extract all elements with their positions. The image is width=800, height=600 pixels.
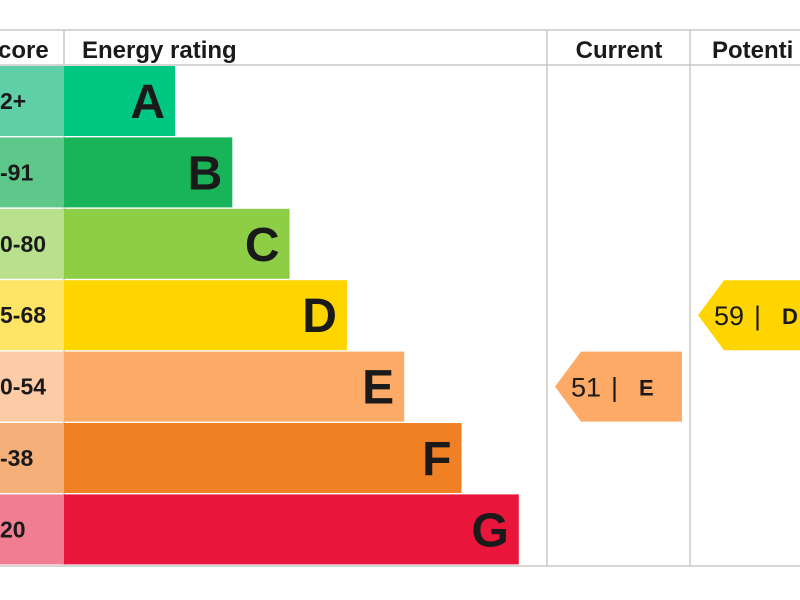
rating-letter-b: B xyxy=(188,147,223,200)
score-cell-a xyxy=(0,66,64,136)
header-current: Current xyxy=(576,37,663,64)
rating-letter-c: C xyxy=(245,219,280,272)
potential-separator: | xyxy=(754,301,761,331)
rating-bar-a xyxy=(64,66,175,136)
score-range-d: 5-68 xyxy=(0,302,46,328)
score-range-f: -38 xyxy=(0,445,33,471)
score-range-e: 0-54 xyxy=(0,374,46,400)
rating-bar-f xyxy=(64,423,462,493)
rating-markers: 51 | E 59 | D xyxy=(555,280,800,422)
header-potential: Potenti xyxy=(712,37,793,64)
current-arrow xyxy=(555,351,682,422)
potential-rating: D xyxy=(782,304,798,329)
score-cell-d xyxy=(0,280,64,351)
rating-bar-g xyxy=(64,494,519,565)
current-rating: E xyxy=(639,376,654,401)
rating-bar-c xyxy=(64,208,290,279)
score-cell-g xyxy=(0,494,64,565)
score-range-c: 0-80 xyxy=(0,231,46,257)
score-range-g: 20 xyxy=(0,516,26,542)
current-score: 51 xyxy=(571,373,601,403)
potential-score: 59 xyxy=(714,301,744,331)
rating-bands: 2+ A -91 B 0-80 C 5-68 D 0-54 E -38 F 20 G xyxy=(0,66,519,565)
rating-bar-b xyxy=(64,137,233,208)
rating-letter-e: E xyxy=(362,362,394,415)
current-separator: | xyxy=(611,373,618,403)
rating-bar-d xyxy=(64,280,347,351)
score-cell-f xyxy=(0,423,64,493)
potential-arrow xyxy=(698,280,800,351)
header-score: core xyxy=(0,37,49,64)
rating-letter-a: A xyxy=(130,76,165,129)
score-cell-c xyxy=(0,208,64,279)
rating-letter-g: G xyxy=(471,504,508,557)
rating-letter-d: D xyxy=(302,290,337,343)
score-range-b: -91 xyxy=(0,159,33,185)
score-cell-b xyxy=(0,137,64,208)
rating-bar-e xyxy=(64,351,405,422)
rating-letter-f: F xyxy=(422,433,451,486)
score-cell-e xyxy=(0,351,64,422)
score-range-a: 2+ xyxy=(0,88,26,114)
header-energy-rating: Energy rating xyxy=(82,37,237,64)
